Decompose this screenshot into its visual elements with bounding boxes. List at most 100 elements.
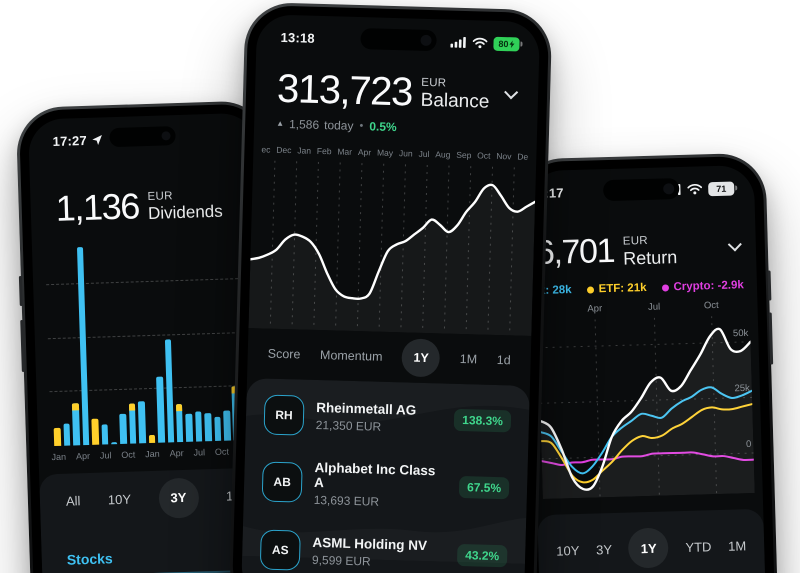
delta-suffix: today	[323, 117, 354, 133]
x-axis-label: Mar	[337, 146, 353, 157]
change-badge: 67.5%	[458, 476, 510, 500]
period-all[interactable]: All	[65, 493, 81, 509]
period-ytd[interactable]: YTD	[685, 538, 712, 555]
period-1m[interactable]: 1M	[727, 537, 747, 554]
tab-bar: Score Momentum 1Y 1M 1d	[247, 328, 531, 386]
battery-icon: 71	[708, 180, 735, 196]
side-button	[20, 319, 25, 373]
dividend-bar	[214, 416, 222, 441]
return-header: 6,701 EUR Return	[529, 195, 757, 272]
return-chart-area: Apr Jul Oct 50k 25k 0	[537, 299, 755, 499]
tab-1y-selected[interactable]: 1Y	[401, 338, 441, 378]
battery-percent: 80	[498, 38, 509, 49]
x-axis-label: Jan	[51, 451, 67, 462]
camera-icon	[663, 183, 675, 195]
x-axis-label: ec	[261, 144, 271, 155]
chevron-down-icon[interactable]	[727, 236, 742, 252]
balance-amount: 313,723	[276, 66, 413, 115]
x-axis-label: Jan	[145, 448, 160, 459]
dividend-bar	[63, 423, 71, 446]
dividends-amount: 1,136	[55, 185, 140, 229]
tab-momentum[interactable]: Momentum	[319, 347, 383, 364]
legend-label: Crypto: -2.9k	[673, 279, 744, 294]
x-axis-label: Jul	[99, 449, 112, 461]
charging-bolt-icon	[509, 40, 515, 48]
x-axis-label: Sep	[456, 149, 472, 160]
x-axis-label: Aug	[435, 148, 451, 160]
bar-yellow-cap	[72, 403, 79, 411]
dynamic-island	[109, 126, 176, 148]
period-1y-selected[interactable]: 1Y	[628, 527, 670, 569]
period-3y-selected[interactable]: 3Y	[157, 477, 200, 519]
battery-charging-icon: 80	[493, 36, 520, 51]
holding-info: Rheinmetall AG 21,350 EUR	[316, 400, 417, 435]
holding-row[interactable]: AS ASML Holding NV 9,599 EUR 43.2%	[241, 517, 526, 573]
x-axis-label: Jul	[418, 148, 430, 159]
currency-label: EUR	[147, 190, 173, 203]
dividend-bar	[91, 418, 99, 445]
dividend-bar	[185, 413, 193, 442]
currency-label: EUR	[421, 77, 447, 90]
x-axis-label: Oct	[214, 446, 230, 457]
side-button	[18, 275, 23, 307]
up-triangle-icon: ▲	[276, 119, 285, 129]
holding-row[interactable]: AB Alphabet Inc Class A 13,693 EUR 67.5%	[243, 446, 528, 525]
phone-return: :17 71 6,701 EUR Return	[515, 152, 779, 573]
change-badge: 43.2%	[456, 543, 508, 568]
dividend-bar	[148, 434, 156, 443]
tab-1d[interactable]: 1d	[496, 352, 511, 368]
y-axis-label: 50k	[732, 327, 749, 339]
x-axis-label: Nov	[496, 150, 512, 162]
holding-info: ASML Holding NV 9,599 EUR	[312, 535, 427, 570]
tab-1m[interactable]: 1M	[459, 351, 478, 367]
status-time-text: 17:27	[52, 132, 88, 149]
holding-row[interactable]: RH Rheinmetall AG 21,350 EUR 138.3%	[245, 382, 530, 454]
dividend-bar	[194, 411, 203, 442]
location-arrow-icon	[92, 134, 103, 145]
period-10y[interactable]: 10Y	[556, 542, 580, 559]
signal-icon	[450, 36, 466, 48]
balance-label: Balance	[420, 90, 490, 114]
holding-value: 21,350 EUR	[315, 417, 382, 434]
period-3y[interactable]: 3Y	[595, 541, 613, 557]
status-time: 13:18	[280, 29, 316, 46]
legend-dot-icon	[586, 285, 594, 294]
x-axis-label: May	[376, 147, 394, 158]
x-axis-label: Jul	[193, 447, 206, 458]
x-axis-label: Oct	[121, 449, 136, 460]
legend-item-crypto: Crypto: -2.9k	[661, 279, 744, 293]
dividend-bar	[156, 376, 165, 443]
holding-name: ASML Holding NV	[312, 534, 428, 553]
dividends-bar-chart	[45, 242, 253, 446]
wifi-icon	[687, 183, 703, 195]
side-button	[767, 270, 772, 301]
chevron-down-icon[interactable]	[504, 85, 519, 100]
dot-separator: •	[359, 119, 364, 132]
x-axis-label: Jan	[297, 145, 312, 156]
phone-balance: 13:18 80 313,723 EUR Balance	[228, 1, 553, 573]
holding-value: 9,599 EUR	[311, 552, 371, 569]
return-meta: EUR Return	[623, 231, 678, 269]
balance-line-chart	[248, 156, 537, 336]
dividends-screen: 17:27 1,136 EUR Dividends Jan Apr Jul	[27, 112, 273, 573]
dividend-bar	[223, 410, 231, 441]
phone-body: 13:18 80 313,723 EUR Balance	[231, 4, 550, 573]
dividends-header: 1,136 EUR Dividends	[29, 143, 259, 229]
holding-value: 13,693 EUR	[313, 492, 380, 509]
dynamic-island	[359, 28, 437, 52]
status-bar: 17:27	[28, 113, 257, 150]
period-panel: 10Y 3Y 1Y YTD 1M	[537, 508, 767, 573]
dividend-bar	[111, 441, 118, 444]
holding-name: Rheinmetall AG	[316, 399, 417, 418]
dividends-meta: EUR Dividends	[147, 186, 223, 224]
period-10y[interactable]: 10Y	[107, 491, 132, 508]
status-icons: 80	[450, 35, 520, 51]
camera-icon	[161, 131, 171, 141]
camera-icon	[419, 34, 432, 47]
legend-item-etf: ETF: 21k	[586, 282, 647, 296]
dividend-bar	[138, 401, 146, 444]
tab-score[interactable]: Score	[267, 346, 301, 362]
dividend-bar	[54, 427, 62, 446]
dividend-bar	[128, 403, 137, 444]
